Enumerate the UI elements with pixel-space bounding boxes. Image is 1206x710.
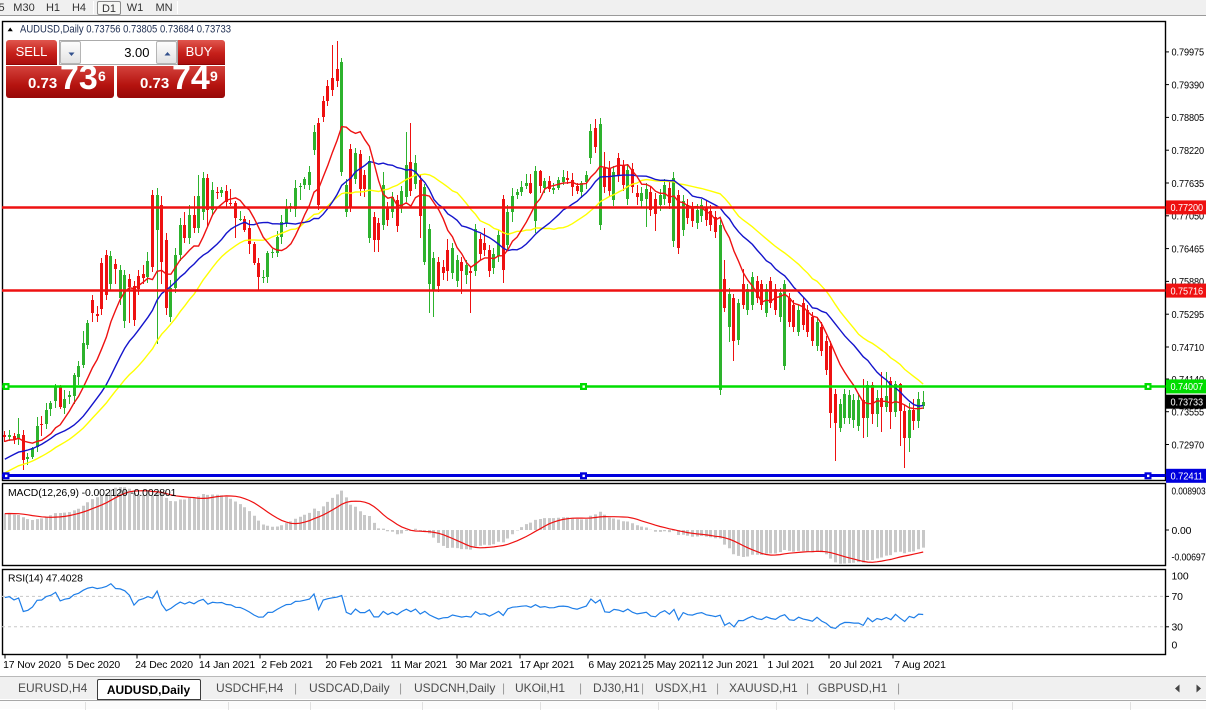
svg-text:0.73733: 0.73733 xyxy=(1171,398,1204,409)
svg-text:70: 70 xyxy=(1172,592,1184,603)
svg-text:30 Mar 2021: 30 Mar 2021 xyxy=(455,660,513,671)
svg-text:0.76465: 0.76465 xyxy=(1172,244,1205,255)
svg-text:6 May 2021: 6 May 2021 xyxy=(588,660,642,671)
svg-text:AUDUSD,Daily 0.73756 0.73805: AUDUSD,Daily 0.73756 0.73805 0.73684 0.7… xyxy=(20,24,231,36)
svg-text:5 Dec 2020: 5 Dec 2020 xyxy=(68,660,120,671)
svg-text:0.77050: 0.77050 xyxy=(1172,212,1205,223)
svg-text:24 Dec 2020: 24 Dec 2020 xyxy=(135,660,193,671)
svg-text:0.75880: 0.75880 xyxy=(1172,277,1205,288)
svg-text:20 Feb 2021: 20 Feb 2021 xyxy=(325,660,383,671)
svg-text:0.79975: 0.79975 xyxy=(1172,48,1205,59)
svg-text:1 Jul 2021: 1 Jul 2021 xyxy=(768,660,815,671)
svg-text:25 May 2021: 25 May 2021 xyxy=(643,660,702,671)
svg-text:12 Jun 2021: 12 Jun 2021 xyxy=(702,660,758,671)
svg-text:0.79390: 0.79390 xyxy=(1172,80,1205,91)
svg-text:30: 30 xyxy=(1172,623,1184,634)
svg-text:7 Aug 2021: 7 Aug 2021 xyxy=(894,660,946,671)
svg-text:0.74710: 0.74710 xyxy=(1172,343,1205,354)
svg-text:0.78805: 0.78805 xyxy=(1172,113,1205,124)
svg-text:0.78220: 0.78220 xyxy=(1172,146,1205,157)
svg-text:0.75295: 0.75295 xyxy=(1172,310,1205,321)
svg-text:0.72411: 0.72411 xyxy=(1171,472,1204,483)
svg-text:2 Feb 2021: 2 Feb 2021 xyxy=(261,660,313,671)
svg-text:0.72970: 0.72970 xyxy=(1172,440,1205,451)
svg-text:0.008903: 0.008903 xyxy=(1172,487,1206,498)
svg-text:0.77200: 0.77200 xyxy=(1171,203,1204,214)
svg-text:17 Apr 2021: 17 Apr 2021 xyxy=(520,660,575,671)
svg-text:0.73555: 0.73555 xyxy=(1172,408,1205,419)
svg-text:100: 100 xyxy=(1172,572,1189,583)
svg-text:11 Mar 2021: 11 Mar 2021 xyxy=(391,660,448,671)
svg-text:20 Jul 2021: 20 Jul 2021 xyxy=(830,660,883,671)
svg-text:0.74007: 0.74007 xyxy=(1171,382,1204,393)
svg-text:14 Jan 2021: 14 Jan 2021 xyxy=(199,660,255,671)
svg-text:-0.00697: -0.00697 xyxy=(1172,553,1206,564)
svg-text:RSI(14) 47.4028: RSI(14) 47.4028 xyxy=(8,574,83,585)
svg-text:0.77635: 0.77635 xyxy=(1172,179,1205,190)
svg-text:MACD(12,26,9) -0.002120 -0.002: MACD(12,26,9) -0.002120 -0.002801 xyxy=(8,488,177,499)
svg-text:17 Nov 2020: 17 Nov 2020 xyxy=(3,660,61,671)
svg-text:0: 0 xyxy=(1172,641,1178,652)
svg-text:0.00: 0.00 xyxy=(1172,526,1192,537)
svg-text:0.75716: 0.75716 xyxy=(1171,286,1204,297)
